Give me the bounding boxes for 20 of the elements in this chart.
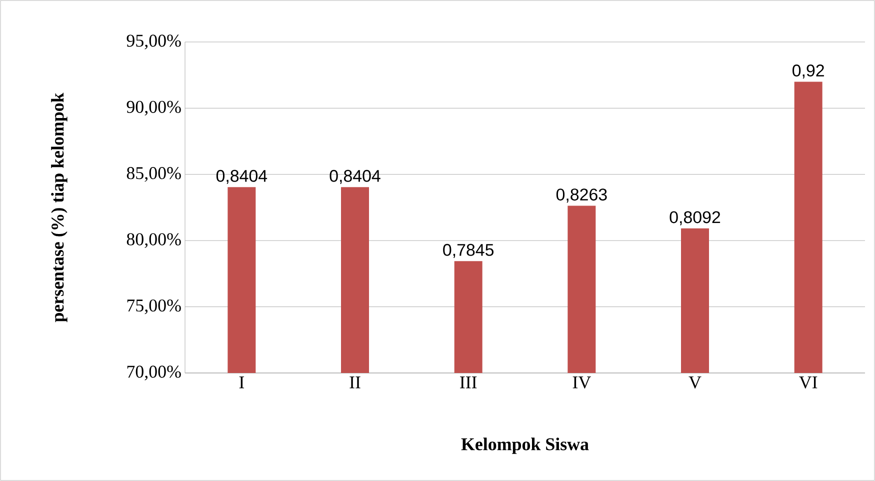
y-tick-label: 80,00% xyxy=(126,233,181,248)
x-tick-label: VI xyxy=(799,376,818,389)
data-label: 0,8404 xyxy=(330,170,380,184)
y-tick-label: 95,00% xyxy=(126,34,181,50)
x-tick-label: III xyxy=(460,376,477,388)
data-label: 0,8263 xyxy=(556,188,607,203)
y-tick-label: 70,00% xyxy=(127,366,181,380)
x-axis-title: Kelompok Siswa xyxy=(461,438,589,454)
x-tick-label: V xyxy=(688,376,702,389)
data-label: 0,92 xyxy=(792,64,824,79)
y-tick-label: 85,00% xyxy=(126,167,181,182)
y-tick-label: 90,00% xyxy=(126,100,181,116)
x-tick-label: IV xyxy=(572,376,591,389)
y-tick-label: 75,00% xyxy=(127,299,181,314)
data-label: 0,7845 xyxy=(443,244,494,258)
y-axis-title: persentase (%) tiap kelompok xyxy=(51,92,68,322)
x-tick-label: II xyxy=(350,376,360,388)
data-label: 0,8092 xyxy=(670,211,720,226)
data-label: 0,8404 xyxy=(216,170,268,184)
x-tick-label: I xyxy=(239,376,244,388)
